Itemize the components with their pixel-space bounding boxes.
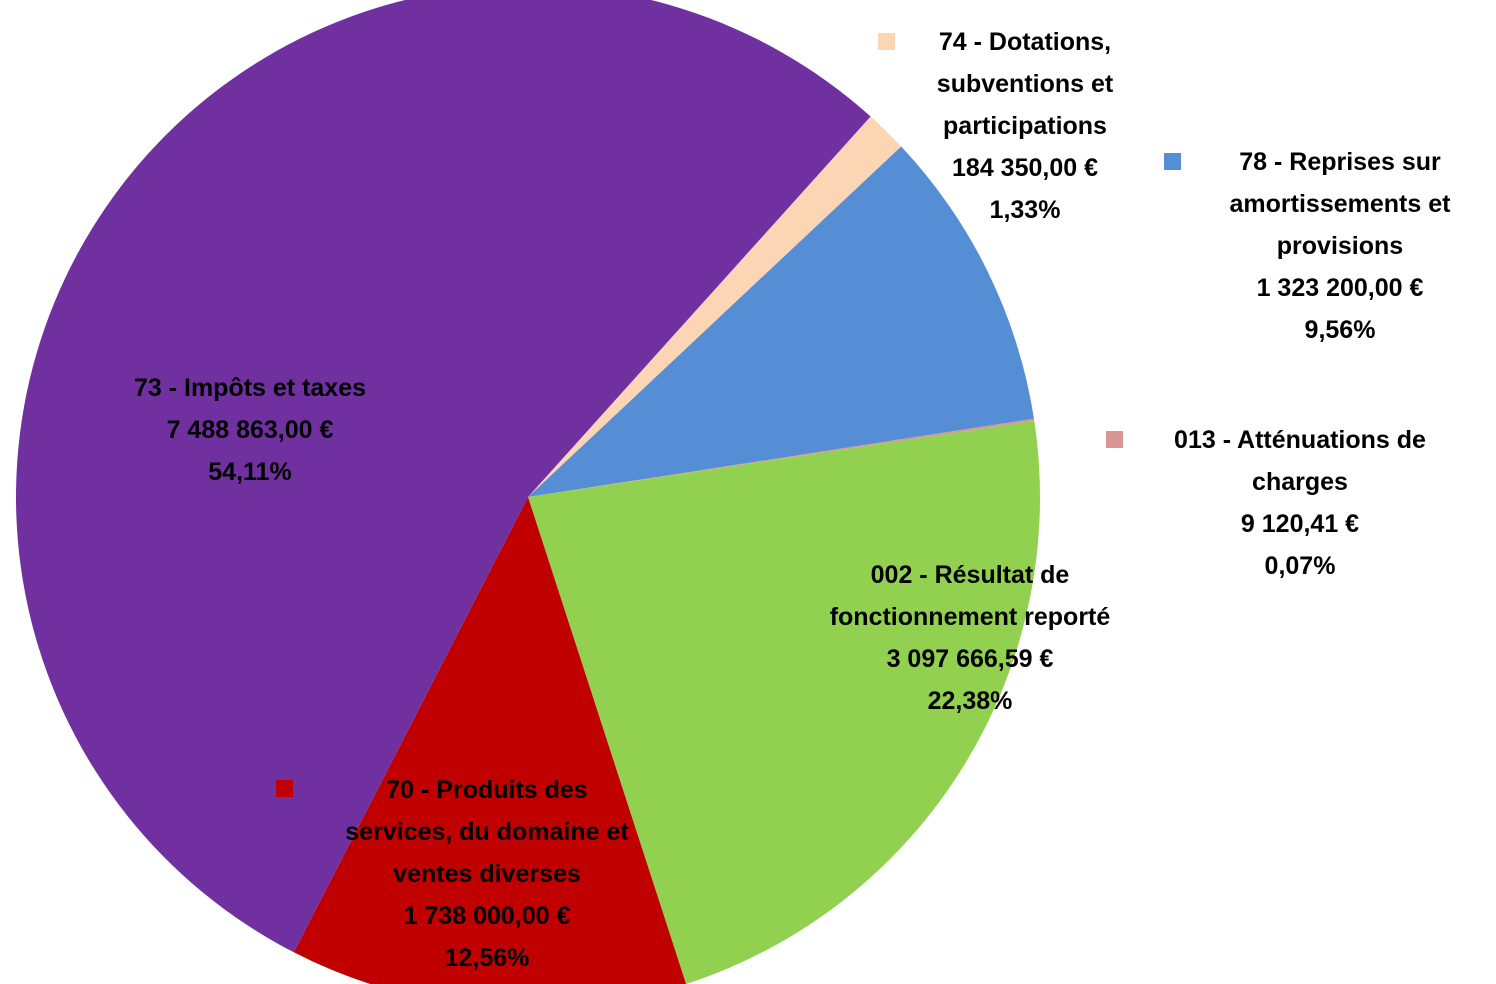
label-name: 78 - Reprises sur amortissements et prov… — [1229, 148, 1451, 260]
pie-slice — [16, 0, 871, 953]
label-percent: 9,56% — [1304, 316, 1376, 344]
label-value: 3 097 666,59 € — [886, 645, 1054, 673]
legend-key — [878, 33, 895, 50]
label-value: 1 323 200,00 € — [1256, 274, 1424, 302]
legend-key — [1106, 431, 1123, 448]
label-percent: 0,07% — [1264, 552, 1336, 580]
pie-slice — [528, 420, 1040, 984]
label-percent: 22,38% — [927, 687, 1013, 715]
data-label: 78 - Reprises sur amortissements et prov… — [1230, 141, 1451, 351]
pie-slice — [528, 146, 1034, 498]
label-name: 013 - Atténuations de charges — [1174, 426, 1426, 496]
pie-slice — [528, 116, 902, 497]
legend-key — [1164, 153, 1181, 170]
pie-slice — [293, 497, 687, 984]
label-name: 73 - Impôts et taxes — [133, 374, 367, 402]
pie-slice — [528, 418, 1035, 497]
data-label: 013 - Atténuations de charges 9 120,41 € 0… — [1174, 419, 1426, 587]
label-percent: 12,56% — [444, 944, 530, 972]
label-value: 7 488 863,00 € — [166, 416, 334, 444]
data-label: 70 - Produits des services, du domaine e… — [345, 769, 628, 979]
label-name: 70 - Produits des services, du domaine e… — [345, 776, 629, 888]
label-name: 74 - Dotations, subventions et participa… — [936, 28, 1114, 140]
data-label: 73 - Impôts et taxes 7 488 863,00 € 54,11% — [134, 367, 366, 493]
legend-key — [276, 780, 293, 797]
label-value: 1 738 000,00 € — [403, 902, 571, 930]
label-percent: 54,11% — [208, 458, 292, 486]
label-name: 002 - Résultat de fonctionnement reporté — [829, 561, 1111, 631]
data-label: 74 - Dotations, subventions et participa… — [937, 21, 1113, 231]
label-percent: 1,33% — [989, 196, 1061, 224]
data-label: 002 - Résultat de fonctionnement reporté… — [830, 554, 1111, 722]
label-value: 184 350,00 € — [952, 154, 1098, 182]
label-value: 9 120,41 € — [1240, 510, 1360, 538]
